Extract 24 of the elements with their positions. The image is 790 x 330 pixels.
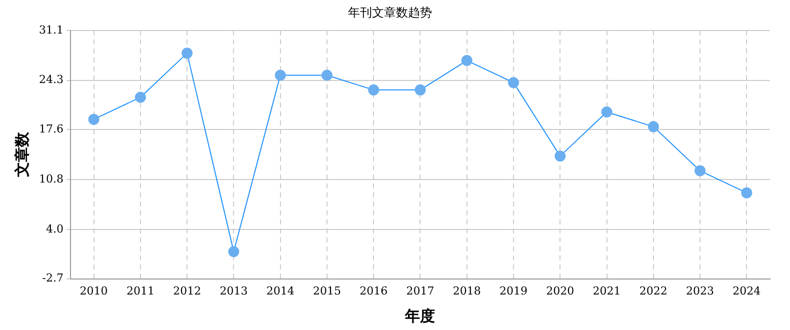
y-tick-label: 10.8	[38, 172, 64, 186]
x-tick-label: 2018	[452, 284, 481, 298]
x-axis-title: 年度	[404, 306, 436, 325]
y-tick-label: 17.6	[38, 122, 64, 136]
x-tick-label: 2015	[312, 284, 341, 298]
x-tick-label: 2011	[126, 284, 154, 298]
x-tick-label: 2020	[546, 284, 574, 298]
y-tick-label: -2.7	[42, 272, 64, 285]
x-tick-label: 2021	[592, 284, 621, 298]
x-tick-label: 2013	[220, 284, 248, 298]
y-axis-title: 文章数	[12, 131, 31, 178]
x-tick-label: 2012	[173, 284, 202, 298]
y-tick-label: 31.1	[38, 23, 64, 36]
x-tick-label: 2016	[360, 284, 388, 298]
x-tick-label: 2023	[686, 284, 714, 298]
y-tick-label: 4.0	[46, 222, 64, 236]
x-tick-label: 2010	[80, 284, 108, 298]
x-tick-label: 2024	[732, 284, 761, 298]
x-tick-label: 2014	[266, 284, 294, 298]
y-tick-label: 24.3	[38, 73, 64, 86]
x-tick-label: 2019	[500, 284, 528, 298]
x-tick-label: 2022	[639, 284, 668, 298]
chart-title: 年刊文章数趋势	[348, 5, 432, 20]
x-tick-label: 2017	[406, 284, 434, 298]
